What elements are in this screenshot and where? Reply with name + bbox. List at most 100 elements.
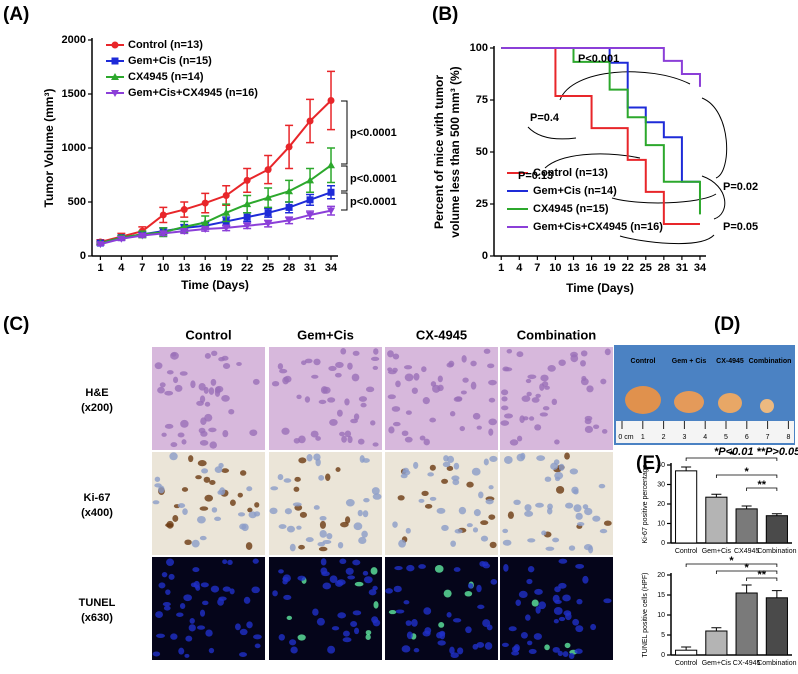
row-label: TUNEL: [79, 597, 116, 609]
significance-arc: [559, 71, 691, 101]
cell-nucleus: [403, 600, 410, 605]
cell-nucleus: [166, 520, 174, 529]
cell-nucleus: [418, 564, 426, 569]
cell-nucleus: [478, 491, 484, 499]
marker: [327, 207, 336, 215]
cell-nucleus: [209, 480, 216, 485]
x-tick-label: 1: [498, 262, 504, 274]
cell-nucleus: [504, 455, 513, 464]
cell-nucleus: [331, 626, 340, 631]
bar: [675, 470, 698, 544]
cell-nucleus: [277, 363, 284, 370]
column-title: Combination: [517, 327, 596, 342]
cell-nucleus: [453, 462, 460, 470]
cell-nucleus: [449, 646, 455, 655]
panel-label: (B): [432, 4, 458, 25]
y-tick-label: 15: [657, 592, 665, 599]
cell-nucleus: [544, 385, 550, 390]
cell-nucleus: [427, 472, 434, 477]
cell-nucleus: [168, 573, 175, 580]
cell-nucleus: [283, 594, 292, 600]
x-tick-label: 4: [118, 262, 125, 274]
cell-nucleus: [437, 384, 444, 392]
y-axis-title: TUNEL positive cells (HPF): [642, 573, 649, 658]
x-tick-label: 31: [676, 262, 688, 274]
annotation: p<0.0001: [350, 173, 397, 185]
cell-nucleus: [218, 596, 227, 601]
cell-nucleus: [253, 634, 262, 640]
cell-nucleus: [486, 624, 493, 631]
cell-nucleus: [228, 409, 235, 415]
significance-bracket: [715, 474, 778, 478]
cell-nucleus: [166, 558, 175, 566]
cell-nucleus: [554, 586, 561, 593]
cell-nucleus: [503, 413, 513, 419]
cell-nucleus: [344, 516, 351, 524]
cell-nucleus: [271, 381, 280, 387]
cell-nucleus: [313, 358, 321, 366]
cell-nucleus: [467, 583, 474, 589]
significance-bracket: [685, 563, 778, 567]
cell-nucleus: [353, 627, 360, 635]
cell-nucleus: [584, 418, 592, 425]
marker: [222, 224, 231, 232]
cell-nucleus: [401, 430, 409, 437]
error-bar: [681, 466, 692, 471]
cell-nucleus: [525, 378, 532, 384]
cell-nucleus: [221, 395, 230, 402]
cell-nucleus: [446, 362, 454, 368]
cell-nucleus: [601, 429, 608, 434]
marker: [327, 188, 335, 196]
cell-nucleus: [521, 395, 531, 402]
cell-nucleus: [450, 540, 456, 547]
cell-nucleus: [353, 522, 363, 531]
annotation: p<0.0001: [350, 127, 397, 139]
cell-nucleus: [294, 476, 301, 482]
cell-nucleus: [466, 481, 474, 488]
cell-nucleus: [429, 496, 437, 501]
tumor: [718, 393, 742, 413]
cell-nucleus: [558, 359, 566, 366]
cell-nucleus: [155, 611, 163, 618]
cell-nucleus: [552, 646, 560, 653]
y-tick-label: 10: [657, 520, 665, 527]
cell-nucleus: [335, 467, 341, 472]
cell-nucleus: [353, 413, 360, 421]
significance-label: *: [744, 466, 749, 478]
cell-nucleus: [370, 420, 376, 426]
cell-nucleus: [337, 612, 347, 619]
cell-nucleus: [305, 537, 314, 543]
cell-nucleus: [553, 606, 563, 615]
column-title: Control: [185, 327, 231, 342]
cell-nucleus: [421, 366, 427, 373]
cell-nucleus: [347, 575, 356, 580]
panel-label: (D): [714, 314, 740, 335]
cell-nucleus: [482, 563, 491, 569]
cell-nucleus: [236, 361, 242, 366]
cell-nucleus: [373, 601, 379, 609]
cell-nucleus: [524, 510, 534, 517]
x-tick-label: 13: [178, 262, 190, 274]
cell-nucleus: [214, 388, 221, 397]
cell-nucleus: [214, 516, 222, 521]
cell-nucleus: [157, 386, 165, 394]
cell-nucleus: [476, 584, 482, 593]
cell-nucleus: [507, 511, 514, 519]
micrograph: [500, 347, 613, 450]
cell-nucleus: [388, 426, 395, 434]
ruler: [616, 421, 794, 443]
cell-nucleus: [283, 375, 292, 383]
cell-nucleus: [453, 567, 461, 572]
bar: [705, 496, 728, 544]
cell-nucleus: [576, 521, 585, 527]
sample-label: Control: [631, 358, 656, 365]
marker: [285, 217, 294, 225]
cell-nucleus: [315, 436, 321, 441]
cell-nucleus: [488, 397, 496, 403]
cell-nucleus: [238, 652, 248, 657]
cell-nucleus: [574, 648, 583, 654]
cell-nucleus: [180, 419, 189, 428]
cell-nucleus: [480, 535, 489, 542]
x-axis-title: Time (Days): [566, 281, 634, 295]
cell-nucleus: [423, 438, 430, 446]
